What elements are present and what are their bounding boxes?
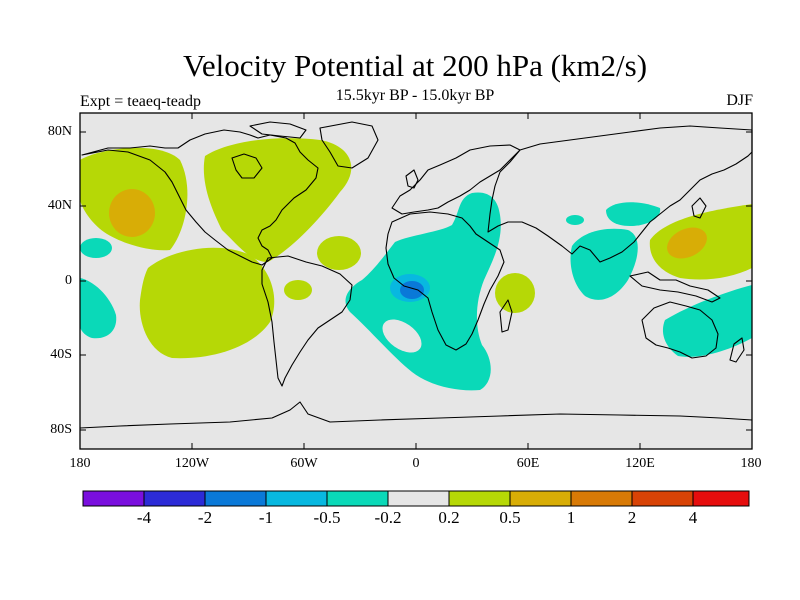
colorbar-box-11 [693,491,749,506]
colorbar-box-5 [327,491,388,506]
south-east-pacific-negative-region [80,278,117,339]
east-africa-positive-region [495,273,535,313]
south-america-coast [261,255,353,387]
australia-coast [641,301,719,359]
north-pacific-moderate-positive [109,189,155,237]
lon-label-180-west: 180 [69,456,91,471]
lon-label-180-east: 180 [740,456,762,471]
colorbar-box-4 [266,491,327,506]
colorbar-label-7: 0.5 [499,508,521,527]
lon-label-0: 0 [412,456,420,471]
coastlines [79,121,753,429]
lat-label-40n: 40N [47,198,72,213]
colorbar-label-2: -2 [197,508,213,527]
hudson-bay-coast [231,153,263,179]
lat-label-80n: 80N [47,124,72,139]
colorbar-box-2 [144,491,205,506]
lon-label-60w: 60W [290,456,318,471]
colorbar-box-6 [388,491,449,506]
southeast-asia-islands-coast [629,271,721,303]
season-label: DJF [726,92,753,109]
antarctica-coast [79,401,753,429]
britain-coast [405,169,419,189]
colorbar [82,490,750,507]
lon-label-60e: 60E [516,456,540,471]
moderate-positive-regions [109,189,707,259]
colorbar-label-6: 0.2 [438,508,460,527]
lon-label-120w: 120W [174,456,210,471]
colorbar-box-3 [205,491,266,506]
greenland-coast [319,121,379,169]
experiment-label: Expt = teaeq-teadp [80,93,201,110]
colorbar-label-1: -4 [136,508,152,527]
latitude-ticks [80,131,752,431]
lon-label-120e: 120E [625,456,655,471]
colorbar-box-8 [510,491,571,506]
colorbar-box-7 [449,491,510,506]
longitude-ticks [191,113,641,449]
arctic-islands-coast [249,121,307,139]
west-indian-negative-region [566,215,584,225]
colorbar-label-4: -0.5 [313,508,341,527]
europe-coast [391,144,521,215]
asia-coast [487,125,753,263]
colorbar-label-8: 1 [566,508,576,527]
australia-negative-region [662,285,752,357]
lat-label-40s: 40S [50,347,72,362]
south-pacific-positive-region [139,247,275,359]
brazil-positive-region [317,236,361,270]
colorbar-box-1 [83,491,144,506]
madagascar-coast [499,299,513,333]
colorbar-label-3: -1 [258,508,274,527]
west-africa-strong-negative-core [400,281,424,299]
south-atlantic-neutral-hole [382,319,422,353]
indian-ocean-negative-region [570,228,638,300]
colorbar-label-9: 2 [627,508,637,527]
colorbar-label-10: 4 [688,508,698,527]
japan-coast [691,197,707,219]
new-zealand-coast [729,337,745,363]
africa-coast [385,211,505,351]
west-pacific-moderate-positive [667,227,707,259]
colorbar-box-10 [632,491,693,506]
east-pacific-negative-region [80,238,112,258]
central-south-america-positive-region [284,280,312,300]
asia-negative-region [606,202,661,226]
plot-subtitle: 15.5kyr BP - 15.0kyr BP [335,87,495,104]
colorbar-box-9 [571,491,632,506]
north-atlantic-positive-region [203,138,352,262]
north-america-coast [81,129,319,266]
lat-label-0: 0 [65,273,72,288]
lat-label-80s: 80S [50,422,72,437]
plot-title: Velocity Potential at 200 hPa (km2/s) [182,48,648,83]
colorbar-label-5: -0.2 [374,508,402,527]
